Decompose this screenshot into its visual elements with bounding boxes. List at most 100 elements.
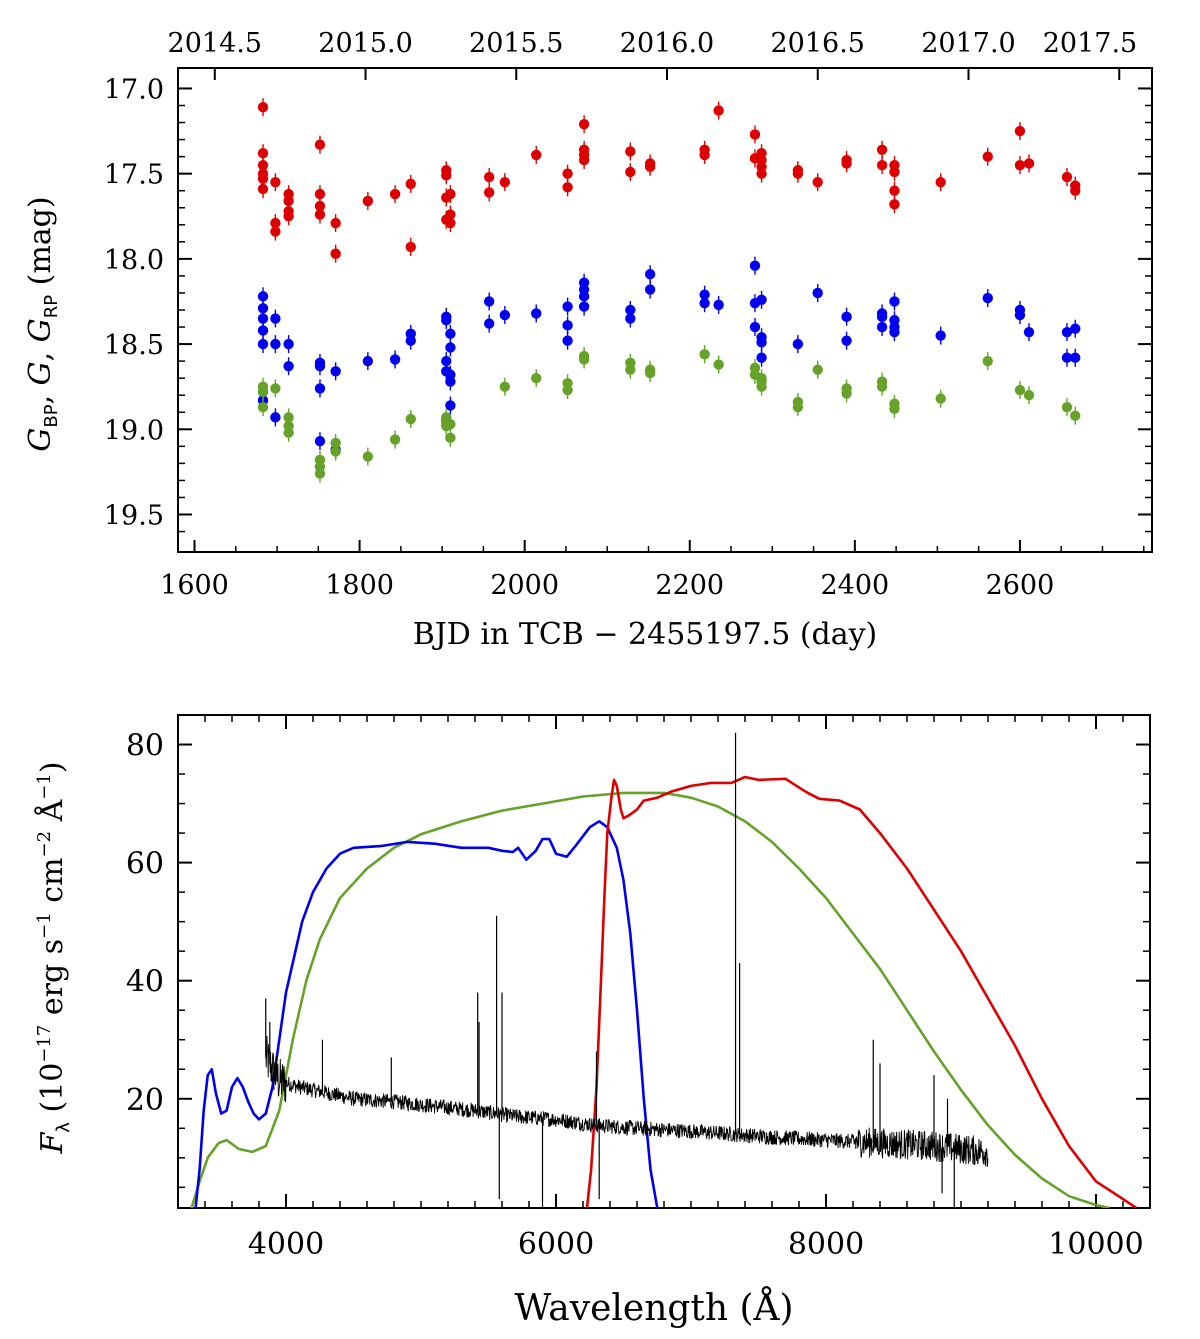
data-point-series-0 bbox=[1014, 125, 1026, 137]
data-point-series-1 bbox=[756, 294, 767, 305]
data-point-series-1 bbox=[499, 309, 511, 321]
x-tick-label: 1800 bbox=[325, 570, 394, 601]
data-point-series-2 bbox=[314, 468, 326, 479]
data-point-series-0 bbox=[562, 168, 573, 179]
data-point-series-0 bbox=[330, 217, 341, 229]
data-point-series-2 bbox=[362, 451, 374, 462]
data-point-series-1 bbox=[562, 335, 573, 346]
data-point-series-2 bbox=[578, 354, 590, 365]
x-tick-label: 1600 bbox=[160, 570, 229, 601]
data-point-series-1 bbox=[644, 284, 656, 295]
data-point-series-0 bbox=[644, 161, 656, 173]
data-point-series-0 bbox=[713, 105, 724, 116]
data-point-series-1 bbox=[445, 400, 456, 411]
data-point-series-0 bbox=[1061, 171, 1073, 183]
data-point-series-1 bbox=[362, 355, 374, 367]
y-tick-label: 80 bbox=[126, 729, 164, 764]
x-tick-label: 2000 bbox=[490, 570, 559, 601]
data-point-series-1 bbox=[713, 299, 724, 311]
data-point-series-0 bbox=[876, 159, 888, 171]
data-point-series-0 bbox=[1070, 185, 1081, 196]
data-point-series-1 bbox=[257, 325, 269, 336]
y-axis-title-part: G bbox=[23, 318, 58, 342]
data-point-series-0 bbox=[314, 209, 326, 220]
data-point-series-2 bbox=[812, 364, 823, 375]
y-tick-label: 18.5 bbox=[104, 330, 164, 361]
data-point-series-0 bbox=[483, 171, 495, 183]
data-point-series-0 bbox=[1023, 158, 1035, 169]
data-point-series-2 bbox=[982, 355, 993, 367]
y-axis-title-part: cm bbox=[35, 857, 70, 912]
data-point-series-0 bbox=[283, 211, 294, 222]
data-point-series-0 bbox=[792, 168, 804, 179]
y-axis-title: GBP, G, GRP (mag) bbox=[23, 196, 62, 451]
data-point-series-1 bbox=[889, 296, 900, 307]
data-point-series-2 bbox=[531, 372, 542, 384]
data-point-series-1 bbox=[441, 355, 452, 367]
data-point-series-1 bbox=[283, 361, 294, 372]
plot-area bbox=[190, 732, 1138, 1208]
data-point-series-1 bbox=[270, 313, 281, 324]
data-point-series-0 bbox=[257, 101, 269, 113]
data-point-series-1 bbox=[405, 335, 416, 346]
x-tick-label: 6000 bbox=[518, 1227, 594, 1262]
y-axis-title-part: G bbox=[23, 428, 58, 452]
data-point-series-1 bbox=[935, 330, 946, 341]
x-axis-title: Wavelength (Å) bbox=[514, 1287, 793, 1329]
data-point-series-2 bbox=[713, 359, 724, 370]
data-point-series-1 bbox=[1014, 309, 1026, 321]
data-point-series-1 bbox=[578, 291, 590, 302]
data-point-series-2 bbox=[644, 367, 656, 379]
data-point-series-0 bbox=[314, 188, 326, 200]
data-point-series-1 bbox=[699, 297, 710, 309]
x-tick-label: 4000 bbox=[248, 1227, 324, 1262]
y-axis-title-part: (mag) bbox=[23, 196, 58, 294]
y-axis-title: Fλ (10−17 erg s−1 cm−2 Å−1) bbox=[34, 761, 74, 1154]
data-point-series-0 bbox=[841, 158, 852, 169]
data-point-series-0 bbox=[314, 139, 326, 150]
y-axis-title-part: −17 bbox=[34, 1025, 55, 1063]
data-point-series-1 bbox=[792, 338, 804, 350]
y-axis-title-part: , bbox=[23, 385, 58, 404]
data-point-series-0 bbox=[362, 195, 374, 207]
data-point-series-0 bbox=[562, 182, 573, 193]
data-point-series-1 bbox=[876, 321, 888, 333]
data-point-series-2 bbox=[625, 364, 636, 375]
data-point-series-0 bbox=[982, 151, 993, 162]
data-point-series-1 bbox=[445, 328, 456, 340]
data-point-series-2 bbox=[1023, 390, 1035, 401]
y-tick-label: 20 bbox=[126, 1083, 164, 1118]
data-point-series-1 bbox=[812, 287, 823, 299]
data-point-series-1 bbox=[1061, 352, 1073, 363]
spectrum-panel: 4000 6000 8000 10000 20 40 60 80 Wavelength (Å) F… bbox=[34, 714, 1151, 1329]
data-point-series-2 bbox=[257, 386, 269, 398]
y-tick-label: 19.0 bbox=[104, 415, 164, 446]
data-point-series-1 bbox=[1023, 326, 1035, 338]
data-point-series-2 bbox=[1014, 384, 1026, 396]
data-point-series-1 bbox=[314, 383, 326, 394]
y-axis-title-part: RP bbox=[41, 295, 62, 319]
data-point-series-1 bbox=[441, 315, 452, 326]
data-point-series-2 bbox=[445, 418, 456, 430]
top-tick-label: 2014.5 bbox=[168, 28, 262, 59]
spectrum-trace bbox=[265, 1036, 989, 1167]
data-point-series-0 bbox=[812, 176, 823, 188]
y-axis-title-part: BP bbox=[41, 404, 62, 427]
data-point-series-2 bbox=[889, 403, 900, 415]
data-point-series-0 bbox=[445, 188, 456, 200]
data-point-series-0 bbox=[405, 241, 416, 253]
data-point-series-1 bbox=[257, 338, 269, 350]
data-point-series-1 bbox=[283, 338, 294, 350]
top-tick-label: 2017.0 bbox=[921, 28, 1015, 59]
data-point-series-1 bbox=[625, 313, 636, 324]
data-point-series-1 bbox=[270, 338, 281, 350]
data-point-series-2 bbox=[756, 381, 767, 392]
top-tick-label: 2016.0 bbox=[620, 28, 714, 59]
data-point-series-0 bbox=[889, 166, 900, 178]
top-tick-label: 2016.5 bbox=[771, 28, 865, 59]
data-point-series-1 bbox=[257, 313, 269, 324]
data-point-series-1 bbox=[1070, 323, 1081, 334]
data-point-series-0 bbox=[756, 168, 767, 179]
data-point-series-0 bbox=[889, 199, 900, 210]
